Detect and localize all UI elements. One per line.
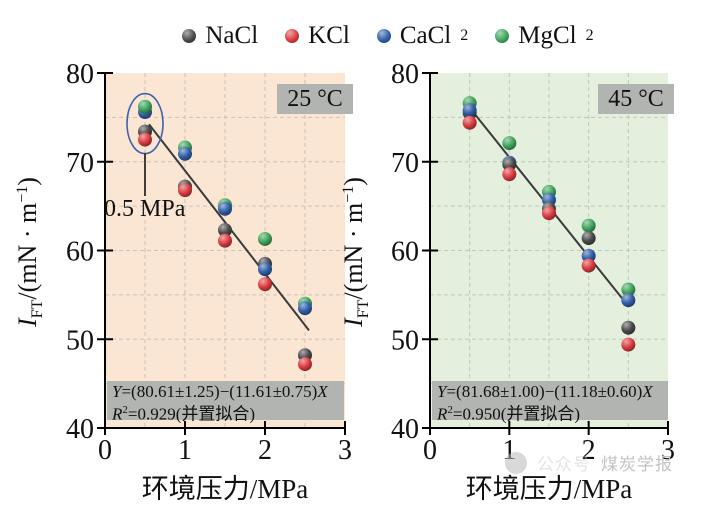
legend: NaCl KCl CaCl 2 MgCl 2: [74, 22, 702, 50]
legend-item-MgCl2: MgCl 2: [495, 22, 594, 50]
legend-subscript: 2: [460, 27, 469, 44]
point-CaCl2: [218, 201, 232, 216]
legend-label-MgCl2: MgCl: [518, 22, 577, 49]
point-KCl: [502, 167, 517, 182]
x-tick-label: 3: [338, 435, 352, 466]
point-KCl: [462, 115, 477, 130]
point-MgCl2: [138, 99, 152, 114]
point-KCl: [542, 206, 556, 221]
y-tick-label: 70: [391, 148, 419, 179]
legend-subscript: 2: [585, 27, 594, 44]
x-tick-label: 2: [258, 435, 272, 466]
legend-dot-CaCl2: [376, 29, 391, 43]
legend-label-CaCl2: CaCl: [399, 22, 452, 49]
point-NaCl: [621, 320, 636, 335]
point-KCl: [621, 337, 636, 352]
y-axis-title-left: IFT/(mN · m−1): [13, 177, 46, 327]
equation-line1: Y=(80.61±1.25)−(11.61±0.75)X: [112, 382, 328, 401]
point-CaCl2: [462, 103, 477, 118]
x-axis-title-left: 环境压力/MPa: [141, 474, 309, 504]
point-KCl: [298, 357, 312, 372]
point-CaCl2: [581, 248, 596, 263]
point-MgCl2: [581, 218, 596, 233]
x-tick-label: 1: [178, 435, 192, 466]
y-tick-label: 80: [391, 59, 419, 90]
equation-line1: Y=(81.68±1.00)−(11.18±0.60)X: [437, 382, 653, 401]
legend-item-NaCl: NaCl: [182, 22, 258, 50]
legend-label-NaCl: NaCl: [205, 22, 259, 49]
legend-dot-MgCl2: [495, 29, 510, 43]
y-axis-title-right: IFT/(mN · m−1): [339, 177, 372, 327]
pressure-annotation-label: 0.5 MPa: [104, 196, 186, 222]
y-tick-label: 80: [66, 59, 94, 90]
point-CaCl2: [258, 262, 272, 277]
y-tick-label: 50: [66, 325, 94, 356]
point-KCl: [178, 183, 192, 198]
x-axis-title-right: 环境压力/MPa: [465, 474, 633, 504]
legend-dot-NaCl: [182, 29, 197, 43]
y-tick-label: 60: [66, 237, 94, 268]
point-CaCl2: [621, 293, 636, 308]
equation-line2: R2=0.950(并置拟合): [437, 404, 581, 424]
point-CaCl2: [178, 146, 192, 161]
x-tick-label: 1: [502, 435, 516, 466]
x-tick-label: 0: [423, 435, 437, 466]
y-tick-label: 40: [391, 414, 419, 445]
y-tick-label: 60: [391, 237, 419, 268]
point-MgCl2: [621, 282, 636, 297]
point-NaCl: [581, 231, 596, 246]
legend-item-KCl: KCl: [285, 22, 350, 50]
temp-label-45: 45 °C: [598, 84, 674, 114]
point-NaCl: [502, 157, 517, 172]
legend-label-KCl: KCl: [308, 22, 350, 49]
x-tick-label: 2: [582, 435, 596, 466]
equation-line2: R2=0.929(并置拟合): [112, 404, 256, 424]
point-KCl: [258, 277, 272, 292]
temp-label-25: 25 °C: [277, 84, 353, 114]
point-MgCl2: [258, 231, 272, 246]
y-tick-label: 50: [391, 325, 419, 356]
point-KCl: [218, 233, 232, 248]
y-tick-label: 70: [66, 148, 94, 179]
point-CaCl2: [298, 301, 312, 316]
point-KCl: [138, 132, 152, 147]
x-tick-label: 0: [98, 435, 112, 466]
x-tick-label: 3: [661, 435, 675, 466]
point-KCl: [581, 258, 596, 273]
legend-item-CaCl2: CaCl 2: [376, 22, 469, 50]
equation-box-45: Y=(81.68±1.00)−(11.18±0.60)X R2=0.950(并置…: [432, 381, 668, 424]
legend-dot-KCl: [285, 29, 300, 43]
point-NaCl: [218, 223, 232, 238]
y-tick-label: 40: [66, 414, 94, 445]
equation-box-25: Y=(80.61±1.25)−(11.61±0.75)X R2=0.929(并置…: [107, 381, 344, 424]
point-MgCl2: [502, 136, 517, 151]
